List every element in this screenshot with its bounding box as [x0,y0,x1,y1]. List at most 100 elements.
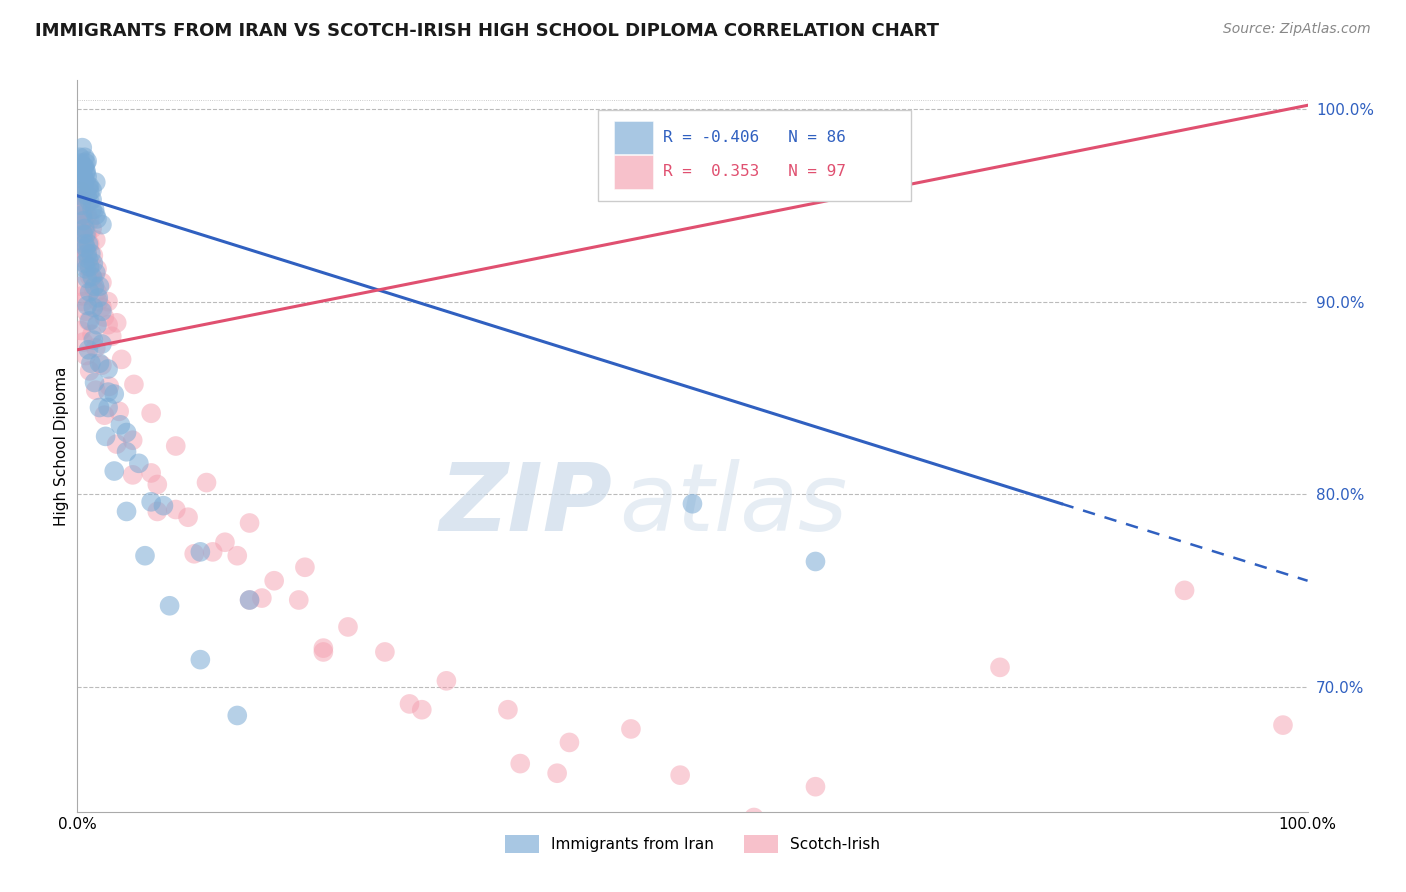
Point [84,341,107,355]
Point [89,279,111,293]
Point [165,502,187,516]
Point [90,337,114,351]
Point [75,349,97,363]
Point [1272,718,1295,732]
Point [73,236,96,251]
Point [72,214,94,228]
Point [77,236,100,251]
FancyBboxPatch shape [598,110,911,201]
Point [93,310,115,324]
Point [411,703,433,717]
Point [86,261,108,276]
Point [70,194,93,209]
Point [70,208,93,222]
Point [69,150,91,164]
Point [1174,583,1197,598]
Point [73,160,96,174]
Point [669,768,692,782]
Point [73,218,96,232]
Point [97,294,120,309]
Point [70,163,93,178]
Point [72,227,94,242]
Point [83,202,105,217]
Point [87,294,110,309]
Point [496,703,519,717]
Point [70,198,93,212]
Point [82,183,104,197]
Point [188,545,212,559]
Point [70,324,93,338]
Point [82,327,104,342]
Point [146,504,169,518]
Point [76,260,98,274]
Point [141,406,163,420]
Point [70,208,93,222]
Point [84,208,107,222]
Point [128,456,150,470]
Point [86,318,108,332]
Point [79,260,101,274]
Point [82,256,104,270]
Point [141,466,163,480]
Point [82,271,104,285]
Point [115,504,138,518]
Point [73,173,96,187]
Point [77,314,100,328]
Point [76,208,98,222]
Point [77,179,100,194]
Point [82,301,104,315]
Point [97,362,120,376]
Point [76,227,98,242]
Point [94,429,117,443]
Point [75,227,97,242]
Point [226,708,249,723]
Point [70,188,93,202]
Point [76,188,98,202]
Point [75,166,97,180]
Point [988,660,1011,674]
Point [82,269,104,284]
Point [103,387,125,401]
Point [177,510,200,524]
Point [82,281,104,295]
Point [101,329,124,343]
Point [73,188,96,202]
Point [86,211,108,226]
Point [146,477,169,491]
Point [546,766,568,780]
Point [82,193,104,207]
Point [866,839,889,854]
Point [89,356,111,370]
Text: atlas: atlas [619,459,846,550]
Point [72,160,94,174]
Point [239,593,262,607]
Text: R = -0.406   N = 86: R = -0.406 N = 86 [664,130,846,145]
Point [134,549,156,563]
Text: IMMIGRANTS FROM IRAN VS SCOTCH-IRISH HIGH SCHOOL DIPLOMA CORRELATION CHART: IMMIGRANTS FROM IRAN VS SCOTCH-IRISH HIG… [35,22,939,40]
Point [97,401,120,415]
Point [75,241,97,255]
Point [188,653,212,667]
Point [73,256,96,270]
Point [214,535,236,549]
Point [70,141,93,155]
Point [75,304,97,318]
Point [90,218,114,232]
Point [620,722,643,736]
Point [82,248,104,262]
Point [121,434,143,448]
Point [77,343,100,357]
Point [84,175,107,189]
Point [90,304,114,318]
Y-axis label: High School Diploma: High School Diploma [53,367,69,525]
Point [165,439,187,453]
Point [195,475,218,490]
Point [75,156,97,170]
Point [70,227,93,242]
Point [84,266,107,280]
Point [87,291,110,305]
Point [73,252,96,267]
Point [115,444,138,458]
Point [121,467,143,482]
Point [86,285,108,299]
